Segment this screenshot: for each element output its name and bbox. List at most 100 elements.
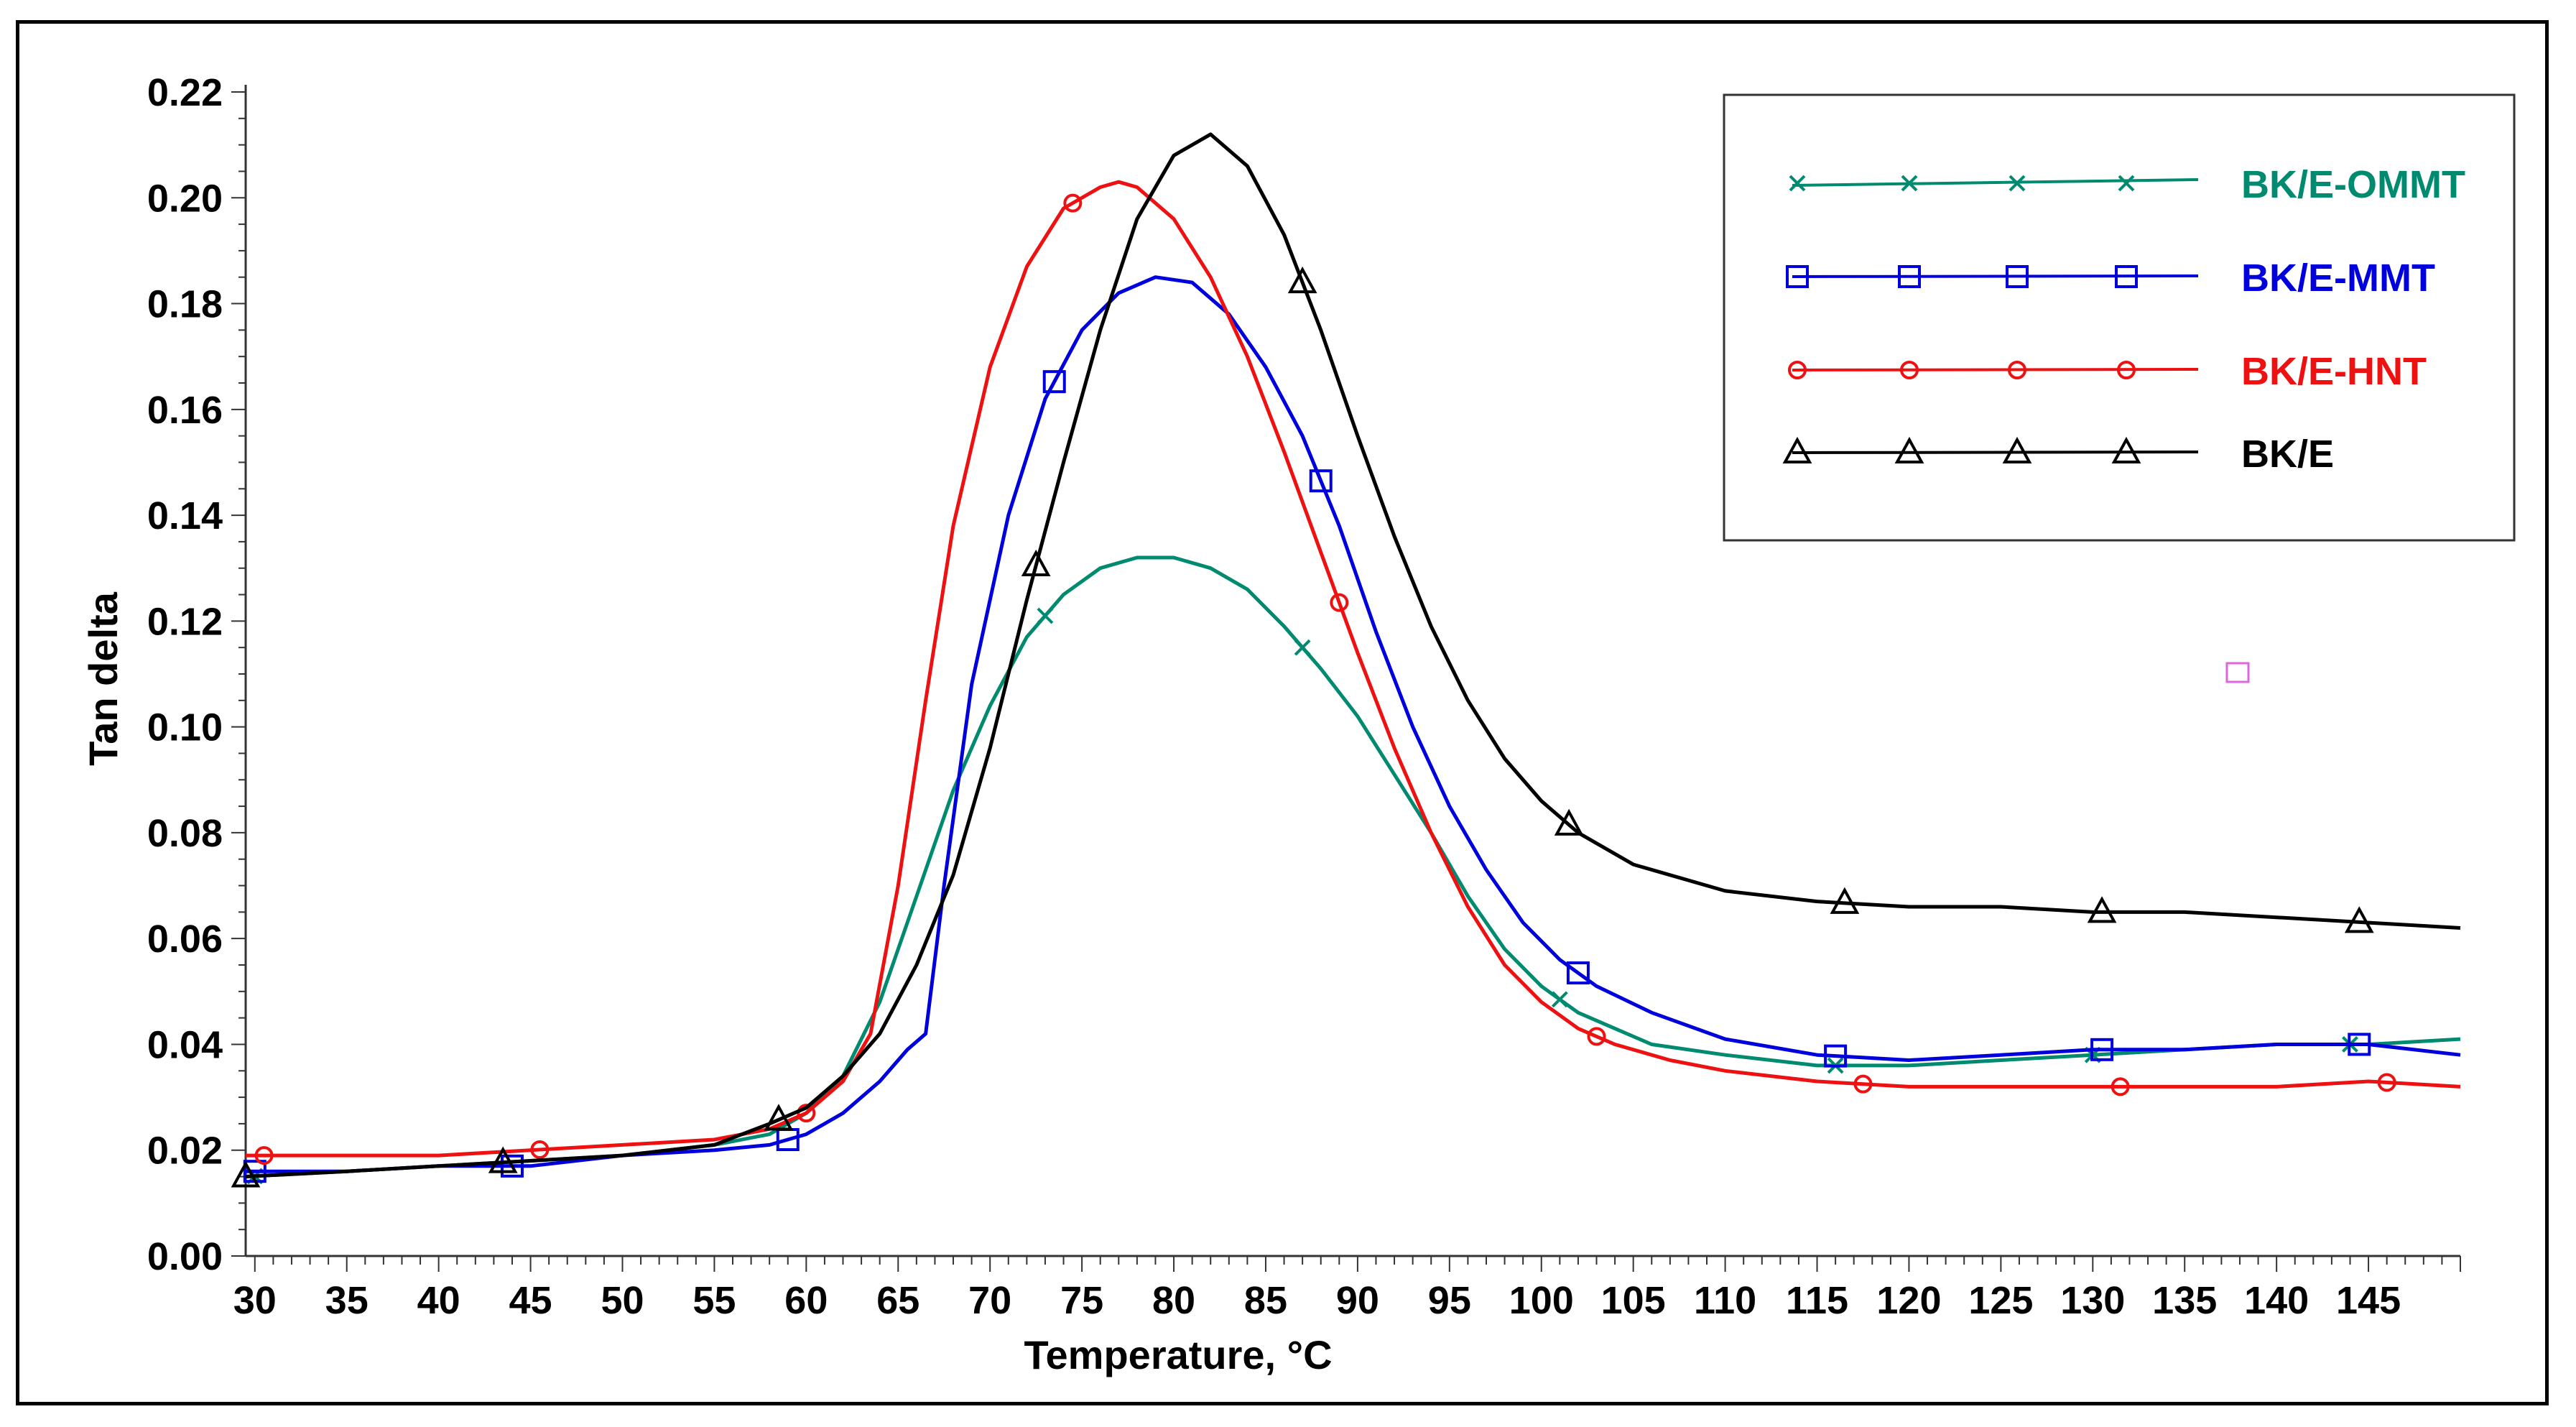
- x-tick-label: 40: [417, 1279, 460, 1322]
- legend-entry: BK/E-HNT: [1788, 350, 2427, 393]
- x-tick-label: 55: [692, 1279, 736, 1322]
- x-tick-label: 95: [1428, 1279, 1471, 1322]
- legend-marker: [1782, 436, 1812, 463]
- data-point-marker: [1551, 991, 1568, 1008]
- x-tick-label: 115: [1786, 1279, 1848, 1322]
- series-bk-e: [231, 132, 2461, 1188]
- x-tick-label: 85: [1244, 1279, 1287, 1322]
- legend-marker: [1900, 361, 1919, 379]
- x-tick-label: 125: [1968, 1279, 2033, 1322]
- x-tick-label: 75: [1060, 1279, 1103, 1322]
- legend-marker: [1894, 436, 1924, 463]
- data-point-marker: [1037, 607, 1054, 624]
- x-tick-label: 80: [1152, 1279, 1195, 1322]
- legend-entry: BK/E: [1782, 433, 2334, 476]
- legend-label: BK/E-MMT: [2241, 257, 2435, 300]
- legend-marker: [2006, 265, 2029, 288]
- data-point-marker: [1853, 1074, 1873, 1094]
- legend-label: BK/E-OMMT: [2241, 163, 2465, 206]
- legend-line: [1792, 451, 2199, 454]
- x-tick-label: 35: [325, 1279, 369, 1322]
- y-tick-label: 0.12: [147, 600, 223, 643]
- legend-marker: [1786, 265, 1809, 288]
- data-point-marker: [231, 1160, 261, 1188]
- data-point-marker: [1330, 593, 1349, 612]
- data-point-marker: [1566, 961, 1590, 985]
- y-tick-label: 0.16: [147, 389, 223, 432]
- x-tick-label: 70: [968, 1279, 1011, 1322]
- data-point-marker: [1554, 808, 1584, 836]
- y-tick-label: 0.18: [147, 283, 223, 326]
- data-point-marker: [764, 1104, 794, 1131]
- data-point-marker: [1287, 266, 1317, 294]
- x-tick-label: 105: [1601, 1279, 1666, 1322]
- legend: BK/E-OMMT BK/E-MMT BK/E-HNT BK/E: [1723, 93, 2516, 683]
- x-tick-label: 30: [233, 1279, 277, 1322]
- data-point-marker: [500, 1154, 524, 1178]
- data-point-marker: [1830, 887, 1860, 914]
- legend-marker: [2002, 436, 2032, 463]
- legend-entry: BK/E-OMMT: [1789, 163, 2465, 206]
- series-layer: [231, 132, 2461, 1188]
- data-point-marker: [2090, 1038, 2114, 1061]
- y-tick-label: 0.04: [147, 1023, 223, 1066]
- x-tick-label: 100: [1509, 1279, 1574, 1322]
- stray-marker: [2225, 662, 2250, 683]
- x-tick-label: 130: [2060, 1279, 2125, 1322]
- legend-marker: [1789, 175, 1806, 192]
- legend-marker: [1898, 265, 1921, 288]
- legend-marker: [1901, 175, 1918, 192]
- x-tick-label: 110: [1694, 1279, 1756, 1322]
- legend-marker: [2009, 175, 2026, 192]
- series-line: [245, 132, 2461, 1178]
- data-point-marker: [1063, 193, 1083, 213]
- x-tick-label: 135: [2152, 1279, 2217, 1322]
- y-tick-label: 0.10: [147, 706, 223, 749]
- legend-marker: [2111, 436, 2141, 463]
- y-tick-label: 0.22: [147, 71, 223, 114]
- legend-box: [1723, 93, 2516, 542]
- legend-entry: BK/E-MMT: [1786, 257, 2435, 300]
- legend-marker: [2117, 361, 2136, 379]
- legend-line: [1792, 368, 2199, 371]
- legend-label: BK/E-HNT: [2241, 350, 2427, 393]
- x-axis-title: Temperature, °C: [1024, 1332, 1332, 1377]
- data-point-marker: [1042, 370, 1066, 394]
- data-point-marker: [1294, 639, 1311, 656]
- legend-marker: [2115, 265, 2138, 288]
- y-tick-label: 0.20: [147, 177, 223, 220]
- y-tick-label: 0.06: [147, 918, 223, 961]
- y-tick-label: 0.00: [147, 1235, 223, 1278]
- x-tick-label: 145: [2336, 1279, 2401, 1322]
- ticks: 30 35 40 45 50 55 60 65 70 75 80 85 90 95 100 105 110 115…: [147, 71, 2461, 1322]
- data-point-marker: [2111, 1077, 2130, 1096]
- data-point-marker: [1824, 1044, 1848, 1068]
- data-point-marker: [2344, 906, 2374, 933]
- x-tick-label: 120: [1876, 1279, 1941, 1322]
- data-point-marker: [1309, 469, 1333, 493]
- data-point-marker: [2348, 1033, 2371, 1056]
- data-point-marker: [1587, 1027, 1606, 1046]
- y-tick-label: 0.02: [147, 1130, 223, 1173]
- x-tick-label: 140: [2244, 1279, 2309, 1322]
- legend-marker: [1788, 361, 1807, 379]
- legend-marker: [2008, 361, 2026, 379]
- x-tick-label: 60: [784, 1279, 828, 1322]
- legend-label: BK/E: [2241, 433, 2334, 476]
- data-point-marker: [1021, 549, 1051, 577]
- data-point-marker: [530, 1140, 550, 1159]
- axes: [244, 85, 2460, 1257]
- y-tick-label: 0.08: [147, 812, 223, 855]
- data-point-marker: [254, 1146, 274, 1165]
- x-tick-label: 65: [876, 1279, 919, 1322]
- x-tick-label: 50: [601, 1279, 644, 1322]
- x-tick-label: 45: [509, 1279, 552, 1322]
- legend-marker: [2118, 175, 2135, 192]
- legend-line: [1792, 274, 2199, 278]
- y-axis-title: Tan delta: [80, 591, 126, 766]
- x-tick-label: 90: [1336, 1279, 1379, 1322]
- data-point-marker: [488, 1146, 518, 1173]
- y-tick-label: 0.14: [147, 494, 223, 537]
- data-point-marker: [2087, 896, 2117, 923]
